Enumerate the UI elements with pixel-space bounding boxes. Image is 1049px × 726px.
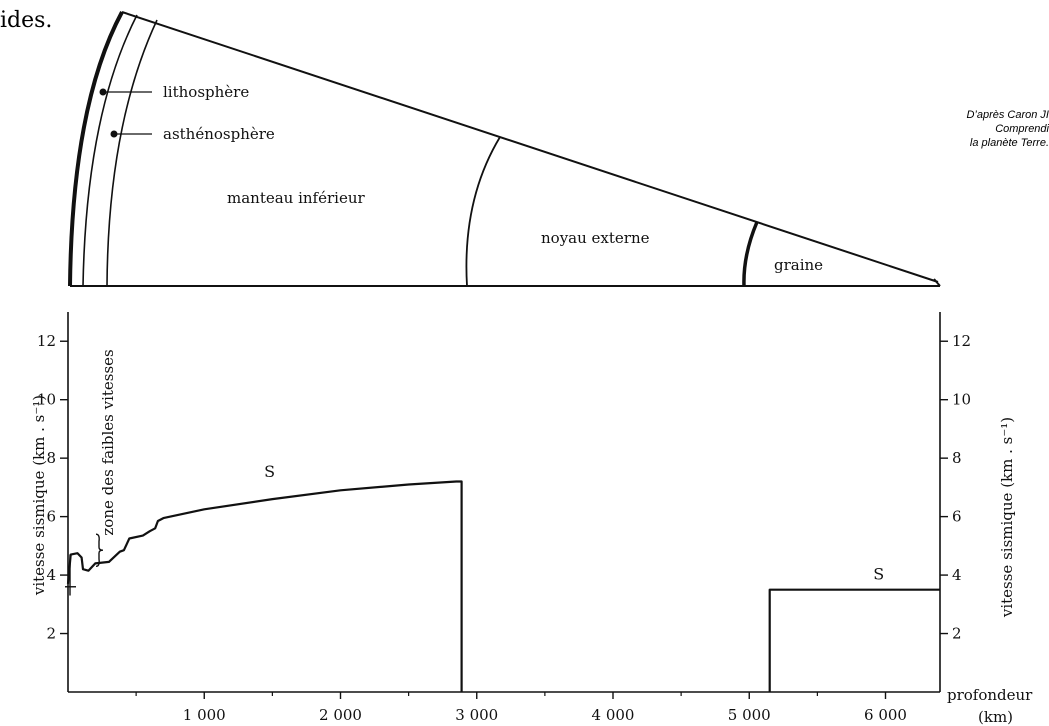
- x-tick-label: 2 000: [319, 706, 362, 724]
- label-inner-core: graine: [774, 256, 823, 274]
- label-lower-mantle: manteau inférieur: [227, 189, 365, 207]
- y-tick-label-right: 6: [952, 508, 962, 526]
- asthenosphere-boundary: [106, 19, 158, 287]
- y-tick-label-right: 8: [952, 449, 962, 467]
- series-s-line: [66, 480, 463, 692]
- y-tick-label-right: 2: [952, 625, 962, 643]
- y-tick-label-left: 10: [37, 391, 56, 409]
- y-tick-label-left: 2: [46, 625, 56, 643]
- series-layer: [66, 480, 940, 692]
- x-axis-label: profondeur: [947, 686, 1033, 704]
- y-tick-label-right: 12: [952, 332, 971, 350]
- credit-line-3: la planète Terre.: [970, 137, 1049, 149]
- annotation-low-velocity-zone: zone des faibles vitesses: [99, 349, 117, 535]
- y-tick-label-right: 10: [952, 391, 971, 409]
- header-fragment: ides.: [0, 8, 52, 33]
- label-lithosphere: lithosphère: [163, 83, 249, 101]
- x-tick-label: 4 000: [592, 706, 635, 724]
- y-axis-right-ticks: 2 4 6 8 10 12: [940, 332, 971, 643]
- source-credit: D’après Caron JI Comprendi la planète Te…: [966, 109, 1049, 149]
- y-tick-label-left: 4: [46, 566, 56, 584]
- crust-boundary: [68, 11, 124, 287]
- section-top-edge: [121, 11, 939, 283]
- series-s-line: [768, 588, 940, 692]
- credit-line-2: Comprendi: [995, 123, 1049, 135]
- x-tick-label: 6 000: [864, 706, 907, 724]
- credit-line-1: D’après Caron JI: [966, 109, 1049, 121]
- y-tick-label-left: 6: [46, 508, 56, 526]
- mantle-core-boundary: [465, 136, 501, 287]
- label-outer-core: noyau externe: [541, 229, 650, 247]
- lithosphere-boundary: [82, 14, 138, 287]
- y-axis-left-ticks: 2 4 6 8 10 12: [37, 332, 68, 643]
- earth-cross-section: [68, 11, 941, 287]
- series-label-inner-core: S: [873, 564, 884, 583]
- x-axis-ticks: 1 000 2 000 3 000 4 000 5 000 6 000: [135, 692, 907, 724]
- chart-axes: [67, 312, 941, 693]
- x-tick-label: 3 000: [455, 706, 498, 724]
- label-asthenosphere: asthénosphère: [163, 125, 275, 143]
- center-tick: [933, 278, 941, 287]
- y-tick-label-left: 8: [46, 449, 56, 467]
- y-axis-label-right: vitesse sismique (km . s⁻¹): [998, 417, 1016, 618]
- seismic-velocity-chart: 2 4 6 8 10 12 2 4 6 8 10 12 1 000 2 000 3 000 4 000 5 …: [30, 312, 1033, 726]
- outer-inner-core-boundary: [742, 221, 759, 287]
- x-tick-label: 5 000: [728, 706, 771, 724]
- series-label-mantle: S: [264, 462, 275, 481]
- y-tick-label-left: 12: [37, 332, 56, 350]
- y-axis-label-left: vitesse sismique (km . s⁻¹): [30, 395, 48, 596]
- layer-labels: lithosphère asthénosphère manteau inféri…: [163, 83, 823, 274]
- low-velocity-brace: [95, 533, 104, 568]
- x-tick-label: 1 000: [183, 706, 226, 724]
- y-tick-label-right: 4: [952, 566, 962, 584]
- x-axis-unit: (km): [978, 708, 1013, 726]
